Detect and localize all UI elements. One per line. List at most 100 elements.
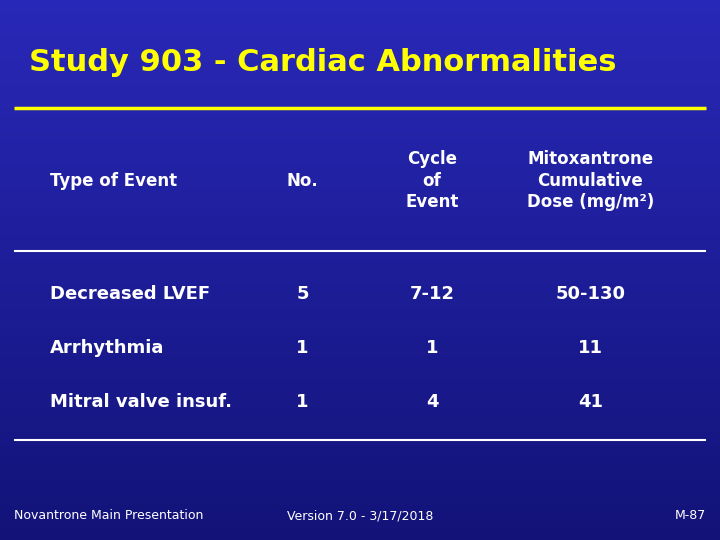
Text: Mitral valve insuf.: Mitral valve insuf. <box>50 393 233 411</box>
Bar <box>0 192 720 194</box>
Bar <box>0 89 720 92</box>
Bar <box>0 524 720 526</box>
Bar <box>0 111 720 113</box>
Bar <box>0 176 720 178</box>
Bar <box>0 343 720 346</box>
Text: 11: 11 <box>578 339 603 357</box>
Bar <box>0 68 720 70</box>
Bar <box>0 518 720 521</box>
Bar <box>0 329 720 332</box>
Bar <box>0 437 720 440</box>
Bar <box>0 73 720 76</box>
Bar <box>0 97 720 100</box>
Bar <box>0 319 720 321</box>
Bar <box>0 146 720 148</box>
Bar <box>0 65 720 68</box>
Bar <box>0 405 720 408</box>
Bar <box>0 159 720 162</box>
Bar <box>0 8 720 11</box>
Bar <box>0 378 720 381</box>
Text: 7-12: 7-12 <box>410 285 454 303</box>
Bar <box>0 230 720 232</box>
Text: M-87: M-87 <box>675 509 706 522</box>
Bar <box>0 427 720 429</box>
Bar <box>0 154 720 157</box>
Bar <box>0 470 720 472</box>
Bar <box>0 208 720 211</box>
Bar <box>0 167 720 170</box>
Bar <box>0 418 720 421</box>
Bar <box>0 327 720 329</box>
Bar <box>0 43 720 46</box>
Bar <box>0 24 720 27</box>
Bar <box>0 27 720 30</box>
Bar <box>0 400 720 402</box>
Bar <box>0 46 720 49</box>
Text: 1: 1 <box>426 339 438 357</box>
Bar <box>0 30 720 32</box>
Bar <box>0 335 720 338</box>
Bar <box>0 340 720 343</box>
Bar <box>0 424 720 427</box>
Bar <box>0 313 720 316</box>
Bar <box>0 267 720 270</box>
Bar <box>0 184 720 186</box>
Bar <box>0 262 720 265</box>
Bar <box>0 402 720 405</box>
Bar <box>0 157 720 159</box>
Bar <box>0 200 720 202</box>
Bar <box>0 310 720 313</box>
Bar <box>0 178 720 181</box>
Bar <box>0 381 720 383</box>
Bar <box>0 429 720 432</box>
Bar <box>0 364 720 367</box>
Bar <box>0 162 720 165</box>
Bar <box>0 462 720 464</box>
Bar <box>0 532 720 535</box>
Text: 5: 5 <box>296 285 309 303</box>
Bar <box>0 246 720 248</box>
Bar <box>0 305 720 308</box>
Bar <box>0 248 720 251</box>
Bar <box>0 500 720 502</box>
Text: Version 7.0 - 3/17/2018: Version 7.0 - 3/17/2018 <box>287 509 433 522</box>
Bar <box>0 467 720 470</box>
Bar <box>0 356 720 359</box>
Bar <box>0 370 720 373</box>
Bar <box>0 92 720 94</box>
Text: Decreased LVEF: Decreased LVEF <box>50 285 210 303</box>
Bar <box>0 16 720 19</box>
Bar <box>0 397 720 400</box>
Bar <box>0 181 720 184</box>
Bar <box>0 3 720 5</box>
Bar <box>0 416 720 418</box>
Bar <box>0 497 720 500</box>
Bar <box>0 486 720 489</box>
Bar <box>0 135 720 138</box>
Text: 41: 41 <box>578 393 603 411</box>
Bar <box>0 35 720 38</box>
Bar <box>0 127 720 130</box>
Bar <box>0 213 720 216</box>
Bar <box>0 116 720 119</box>
Bar <box>0 502 720 505</box>
Bar <box>0 240 720 243</box>
Bar <box>0 59 720 62</box>
Bar <box>0 0 720 3</box>
Bar <box>0 308 720 310</box>
Bar <box>0 516 720 518</box>
Bar <box>0 443 720 445</box>
Bar <box>0 140 720 143</box>
Bar <box>0 348 720 351</box>
Bar <box>0 124 720 127</box>
Bar <box>0 103 720 105</box>
Bar <box>0 489 720 491</box>
Bar <box>0 119 720 122</box>
Bar <box>0 19 720 22</box>
Bar <box>0 454 720 456</box>
Text: Arrhythmia: Arrhythmia <box>50 339 165 357</box>
Bar <box>0 202 720 205</box>
Text: Cycle
of
Event: Cycle of Event <box>405 151 459 211</box>
Bar <box>0 332 720 335</box>
Bar <box>0 251 720 254</box>
